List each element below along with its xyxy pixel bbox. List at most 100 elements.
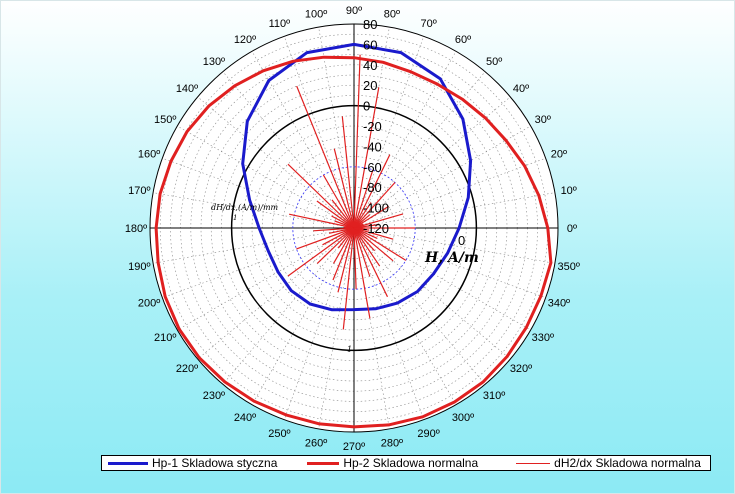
radial-tick-label: -40 (363, 139, 382, 154)
series-dh2dx-spike (353, 169, 374, 229)
angle-tick-label: 290º (417, 428, 439, 440)
angle-tick-label: 170º (128, 185, 150, 197)
series-dh2dx-spike (353, 227, 394, 240)
legend: Hp-1 Skladowa styczna Hp-2 Skladowa norma… (101, 455, 711, 471)
series-dh2dx-spike (353, 54, 361, 229)
series-dh2dx-spike (353, 205, 389, 229)
angle-tick-label: 30º (535, 114, 551, 126)
y-axis-tick: 1 (233, 214, 237, 222)
series-dh2dx-spike (342, 227, 355, 330)
legend-label: Hp-1 Skladowa styczna (152, 456, 278, 470)
legend-item: dH2/dx Skladowa normalna (516, 456, 701, 470)
legend-swatch (516, 462, 551, 464)
angle-tick-label: 220º (176, 363, 198, 375)
series-dh2dx-spike (287, 227, 355, 277)
series-dh2dx-spike (322, 174, 355, 229)
angle-tick-label: 150º (154, 114, 176, 126)
angle-tick-label: 0º (567, 223, 577, 235)
radial-tick-label: 80 (363, 17, 377, 32)
radial-tick-label: -60 (363, 160, 382, 175)
angle-tick-label: 200º (138, 298, 160, 310)
axis-labels: dH/dx,(A/m)/mm 1 H, A/m 0 1 - (211, 45, 479, 354)
angle-tick-label: 300º (452, 412, 474, 424)
x-axis-label: H, A/m (424, 250, 479, 266)
series-hp2-line (154, 55, 553, 429)
series-dh2dx-spike (353, 213, 404, 229)
series-dh2dx-spike (353, 154, 391, 229)
radial-tick-label: -120 (363, 221, 389, 236)
series-dh2dx-spike (353, 227, 371, 277)
series-dh2dx-spike (353, 182, 396, 229)
angle-tick-label: 310º (483, 390, 505, 402)
lower-axis-tick: 1 (347, 345, 352, 354)
series-dh2dx-spike (296, 227, 355, 250)
series-dh2dx-spike (353, 227, 389, 298)
angle-tick-label: 210º (154, 332, 176, 344)
angle-tick-label: 180º (125, 223, 147, 235)
legend-label: dH2/dx Skladowa normalna (554, 456, 701, 470)
angle-tick-label: 280º (381, 438, 403, 450)
series-dh2dx-spike (353, 87, 380, 229)
angle-tick-label: 140º (176, 83, 198, 95)
series-dh2dx-spike (353, 227, 370, 231)
angle-tick-label: 240º (234, 412, 256, 424)
radial-tick-label: -20 (363, 119, 382, 134)
series-dh2dx-spike (288, 213, 355, 229)
angle-tick-label: 20º (551, 148, 567, 160)
series-dh2dx-spike (331, 199, 355, 229)
tick-labels: 0º10º20º30º40º50º60º70º80º90º100º110º120… (125, 5, 580, 453)
series-dh2dx-spike (341, 116, 355, 229)
x-axis-zero: 0 (458, 233, 465, 248)
legend-label: Hp-2 Skladowa normalna (343, 456, 479, 470)
series-dh2dx-spike (353, 227, 357, 290)
radial-tick-label: 60 (363, 37, 377, 52)
series-dh2dx-spike (296, 85, 355, 229)
radial-tick-label: 20 (363, 78, 377, 93)
series-dh2dx-spike (333, 148, 355, 229)
angle-tick-label: 160º (138, 148, 160, 160)
angle-tick-label: 110º (269, 18, 291, 30)
angle-tick-label: 250º (268, 428, 290, 440)
angle-tick-label: 320º (510, 363, 532, 375)
angle-tick-label: 270º (343, 441, 365, 453)
series-dh2dx-spike (313, 227, 355, 232)
radial-tick-label: 0 (363, 99, 370, 114)
angle-tick-label: 50º (486, 56, 502, 68)
series-dh2dx-spike (353, 227, 407, 261)
angle-tick-label: 190º (128, 261, 150, 273)
angle-tick-label: 40º (513, 83, 529, 95)
zero-ring (230, 104, 478, 352)
legend-swatch (108, 461, 148, 465)
angle-tick-label: 330º (532, 332, 554, 344)
series-dh2dx-spike (332, 227, 355, 281)
angle-tick-label: 90º (346, 5, 362, 17)
upper-axis-mark: - (347, 45, 350, 54)
series-dh2dx-spike (353, 202, 372, 229)
angle-tick-label: 130º (203, 56, 225, 68)
series-dh2dx-spike (316, 200, 355, 229)
angle-tick-label: 350º (558, 261, 580, 273)
angle-tick-label: 340º (548, 298, 570, 310)
series-dh2dx-spike (287, 163, 355, 229)
legend-swatch (307, 461, 340, 465)
legend-item: Hp-1 Skladowa styczna (108, 456, 277, 470)
radial-tick-label: -80 (363, 180, 382, 195)
series-dh2dx-spike (316, 227, 355, 264)
angle-tick-label: 120º (234, 34, 256, 46)
radial-tick-label: 40 (363, 58, 377, 73)
legend-item: Hp-2 Skladowa normalna (307, 456, 478, 470)
angle-tick-label: 230º (203, 390, 225, 402)
series-dh2dx-spike (353, 223, 380, 229)
angle-tick-label: 100º (305, 8, 327, 20)
series-dh2dx-spike (353, 227, 381, 267)
radial-tick-label: -100 (363, 201, 389, 216)
series-hp1-line (241, 42, 473, 312)
series-dh2dx-spike (353, 227, 394, 262)
angle-tick-label: 70º (420, 18, 436, 30)
series-layer (154, 42, 553, 429)
series-dh2dx-spike (333, 227, 355, 264)
series-dh2dx-spike (337, 227, 355, 293)
y-axis-label: dH/dx,(A/m)/mm (211, 203, 279, 212)
series-dh2dx-spike (322, 227, 355, 246)
